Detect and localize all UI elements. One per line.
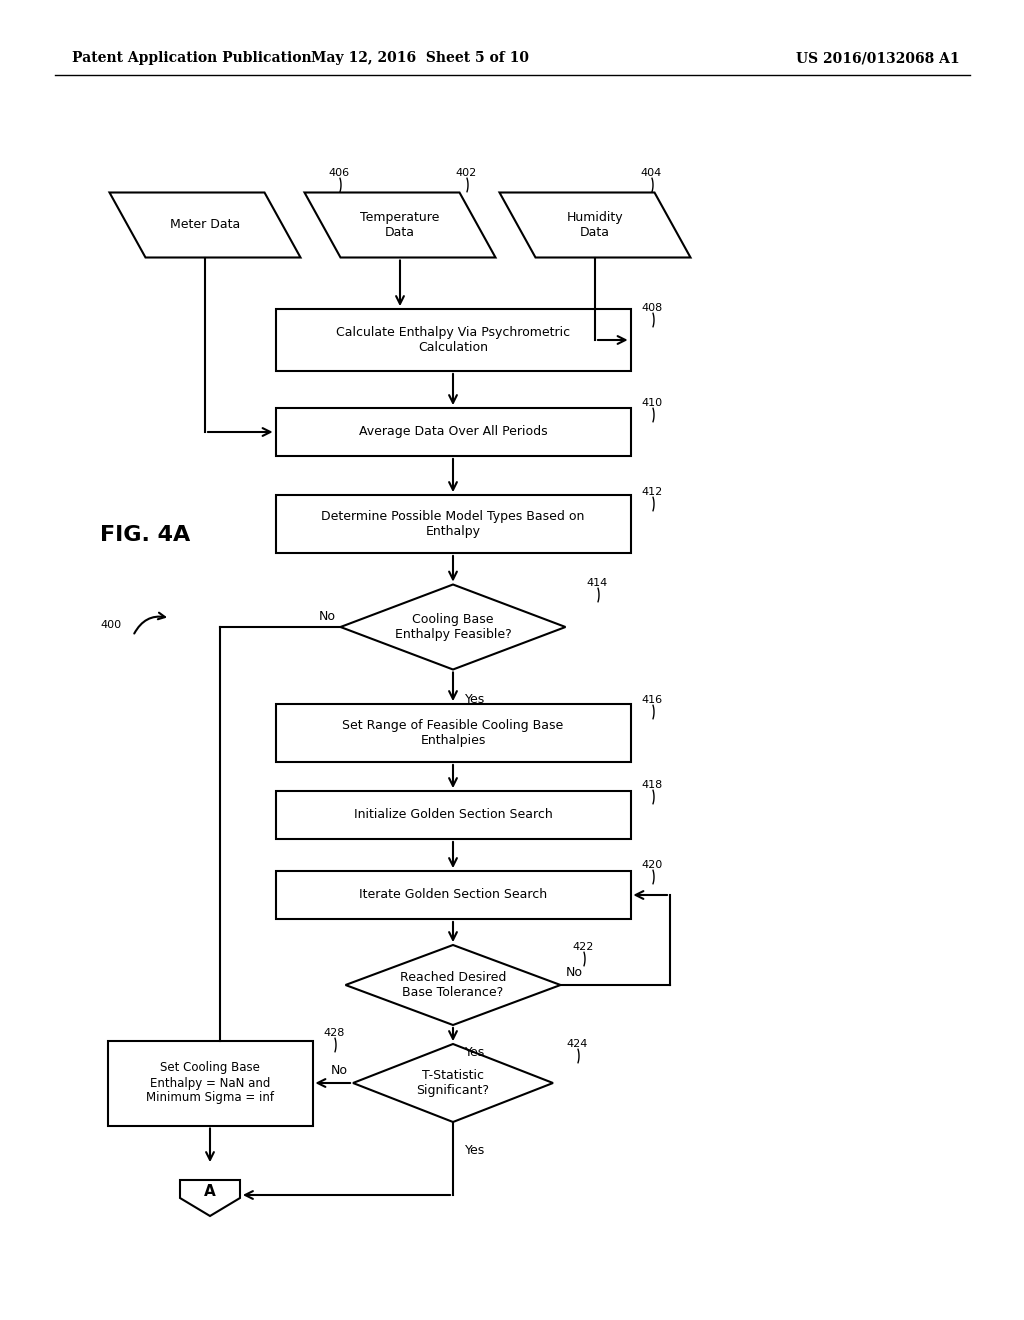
Text: Humidity
Data: Humidity Data [566,211,624,239]
Text: No: No [331,1064,348,1077]
Text: 422: 422 [572,942,593,952]
Text: Determine Possible Model Types Based on
Enthalpy: Determine Possible Model Types Based on … [322,510,585,539]
Text: Set Range of Feasible Cooling Base
Enthalpies: Set Range of Feasible Cooling Base Entha… [342,719,563,747]
Text: 408: 408 [641,304,663,313]
Text: 404: 404 [640,168,662,178]
Text: Cooling Base
Enthalpy Feasible?: Cooling Base Enthalpy Feasible? [394,612,511,642]
Text: T-Statistic
Significant?: T-Statistic Significant? [417,1069,489,1097]
Text: 424: 424 [566,1039,588,1049]
Text: Reached Desired
Base Tolerance?: Reached Desired Base Tolerance? [399,972,506,999]
Text: 420: 420 [641,861,663,870]
Text: Yes: Yes [465,1047,485,1060]
Text: No: No [318,610,336,623]
Text: 412: 412 [641,487,663,498]
Text: Meter Data: Meter Data [170,219,240,231]
Text: Yes: Yes [465,693,485,706]
Text: Patent Application Publication: Patent Application Publication [72,51,311,65]
Text: May 12, 2016  Sheet 5 of 10: May 12, 2016 Sheet 5 of 10 [311,51,529,65]
Text: No: No [565,966,583,979]
Text: 406: 406 [328,168,349,178]
Text: 414: 414 [586,578,607,587]
Text: Temperature
Data: Temperature Data [360,211,439,239]
Text: Average Data Over All Periods: Average Data Over All Periods [358,425,547,438]
Text: 402: 402 [455,168,476,178]
Text: 418: 418 [641,780,663,789]
Text: Yes: Yes [465,1143,485,1156]
Text: FIG. 4A: FIG. 4A [100,525,190,545]
Text: 416: 416 [641,696,663,705]
Text: 428: 428 [323,1028,344,1038]
Text: Initialize Golden Section Search: Initialize Golden Section Search [353,808,552,821]
Text: Iterate Golden Section Search: Iterate Golden Section Search [359,888,547,902]
Text: 400: 400 [100,620,121,630]
Text: US 2016/0132068 A1: US 2016/0132068 A1 [797,51,961,65]
Text: A: A [204,1184,216,1200]
Text: Set Cooling Base
Enthalpy = NaN and
Minimum Sigma = inf: Set Cooling Base Enthalpy = NaN and Mini… [146,1061,274,1105]
Text: 410: 410 [641,399,663,408]
Text: Calculate Enthalpy Via Psychrometric
Calculation: Calculate Enthalpy Via Psychrometric Cal… [336,326,570,354]
